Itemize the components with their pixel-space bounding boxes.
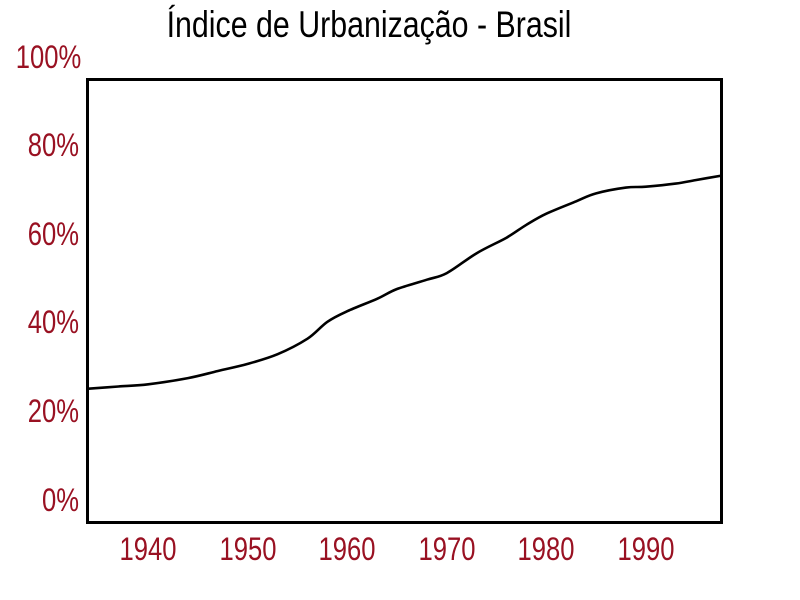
plot-border [86, 78, 723, 524]
x-tick-label: 1970 [418, 531, 476, 567]
y-tick-label: 80% [27, 127, 79, 164]
y-tick-label: 60% [27, 215, 79, 252]
x-tick-label: 1990 [617, 531, 675, 567]
y-tick-label: 20% [27, 392, 79, 429]
y-tick-label: 0% [42, 481, 79, 518]
y-tick-label: 100% [15, 38, 82, 75]
x-tick-label: 1960 [318, 531, 376, 567]
x-tick-label: 1950 [219, 531, 277, 567]
x-tick-label: 1940 [119, 531, 177, 567]
urbanization-line [87, 174, 723, 390]
y-tick-label: 40% [27, 304, 79, 341]
x-tick-label: 1980 [517, 531, 575, 567]
chart-title: Índice de Urbanização - Brasil [166, 4, 572, 45]
